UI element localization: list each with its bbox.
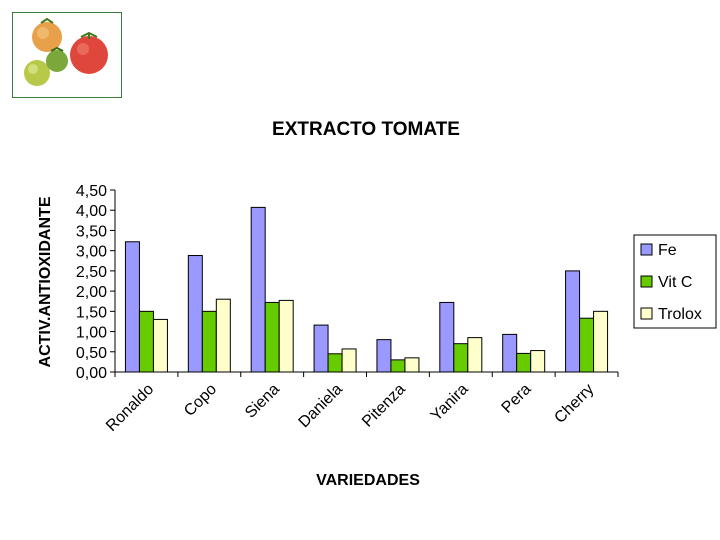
legend-label: Fe [658, 242, 677, 259]
bar-fe [124, 241, 140, 373]
y-tick-label: 3,00 [76, 244, 107, 261]
x-axis-title: VARIEDADES [316, 472, 420, 489]
bar-trolox [467, 337, 483, 373]
y-tick-label: 0,00 [76, 365, 107, 382]
y-tick-label: 3,50 [76, 223, 107, 240]
y-tick-label: 4,00 [76, 203, 107, 220]
bar-fe [565, 270, 581, 373]
bar-vit-c [579, 317, 595, 373]
bar-fe [439, 301, 455, 373]
y-tick-label: 4,50 [76, 183, 107, 200]
x-tick-label: Pitenza [359, 381, 409, 431]
bar-fe [502, 333, 518, 373]
bar-trolox [341, 348, 357, 373]
y-tick-label: 1,50 [76, 304, 107, 321]
y-tick-label: 2,00 [76, 284, 107, 301]
bar-fe [187, 255, 203, 373]
bar-trolox [278, 299, 294, 373]
x-tick-label: Ronaldo [103, 381, 157, 435]
legend: Fe Vit C Trolox [633, 234, 717, 329]
x-tick-label: Daniela [295, 381, 345, 431]
legend-label: Vit C [658, 274, 692, 291]
x-tick-label: Copo [181, 381, 220, 420]
x-tick-label: Pera [499, 381, 535, 417]
y-tick-label: 2,50 [76, 264, 107, 281]
bar-vit-c [390, 359, 406, 373]
bar-vit-c [201, 310, 217, 373]
legend-swatch [640, 307, 653, 320]
bar-trolox [215, 298, 231, 373]
legend-label: Trolox [658, 306, 702, 323]
bar-vit-c [327, 353, 343, 373]
bar-trolox [530, 350, 546, 373]
bar-vit-c [453, 343, 469, 373]
chart-title: EXTRACTO TOMATE [272, 119, 460, 140]
legend-swatch [640, 243, 653, 256]
bar-vit-c [516, 352, 532, 373]
bar-fe [313, 324, 329, 373]
tomatoes-photo [12, 12, 122, 98]
bar-vit-c [264, 301, 280, 373]
bar-fe [250, 206, 266, 373]
bar-fe [376, 339, 392, 373]
bar-trolox [152, 318, 168, 373]
bar-trolox [404, 357, 420, 373]
x-tick-label: Siena [242, 381, 283, 422]
x-tick-label: Yanira [428, 381, 472, 425]
bar-trolox [593, 310, 609, 373]
bar-vit-c [138, 310, 154, 373]
y-axis-title: ACTIV.ANTIOXIDANTE [37, 196, 54, 367]
y-tick-label: 0,50 [76, 345, 107, 362]
legend-swatch [640, 275, 653, 288]
y-tick-label: 1,00 [76, 325, 107, 342]
x-tick-label: Cherry [551, 381, 597, 427]
plot-area: 0,00 0,50 1,00 1,50 2,00 2,50 3,00 3,50 4,00 4,50… [76, 183, 619, 435]
